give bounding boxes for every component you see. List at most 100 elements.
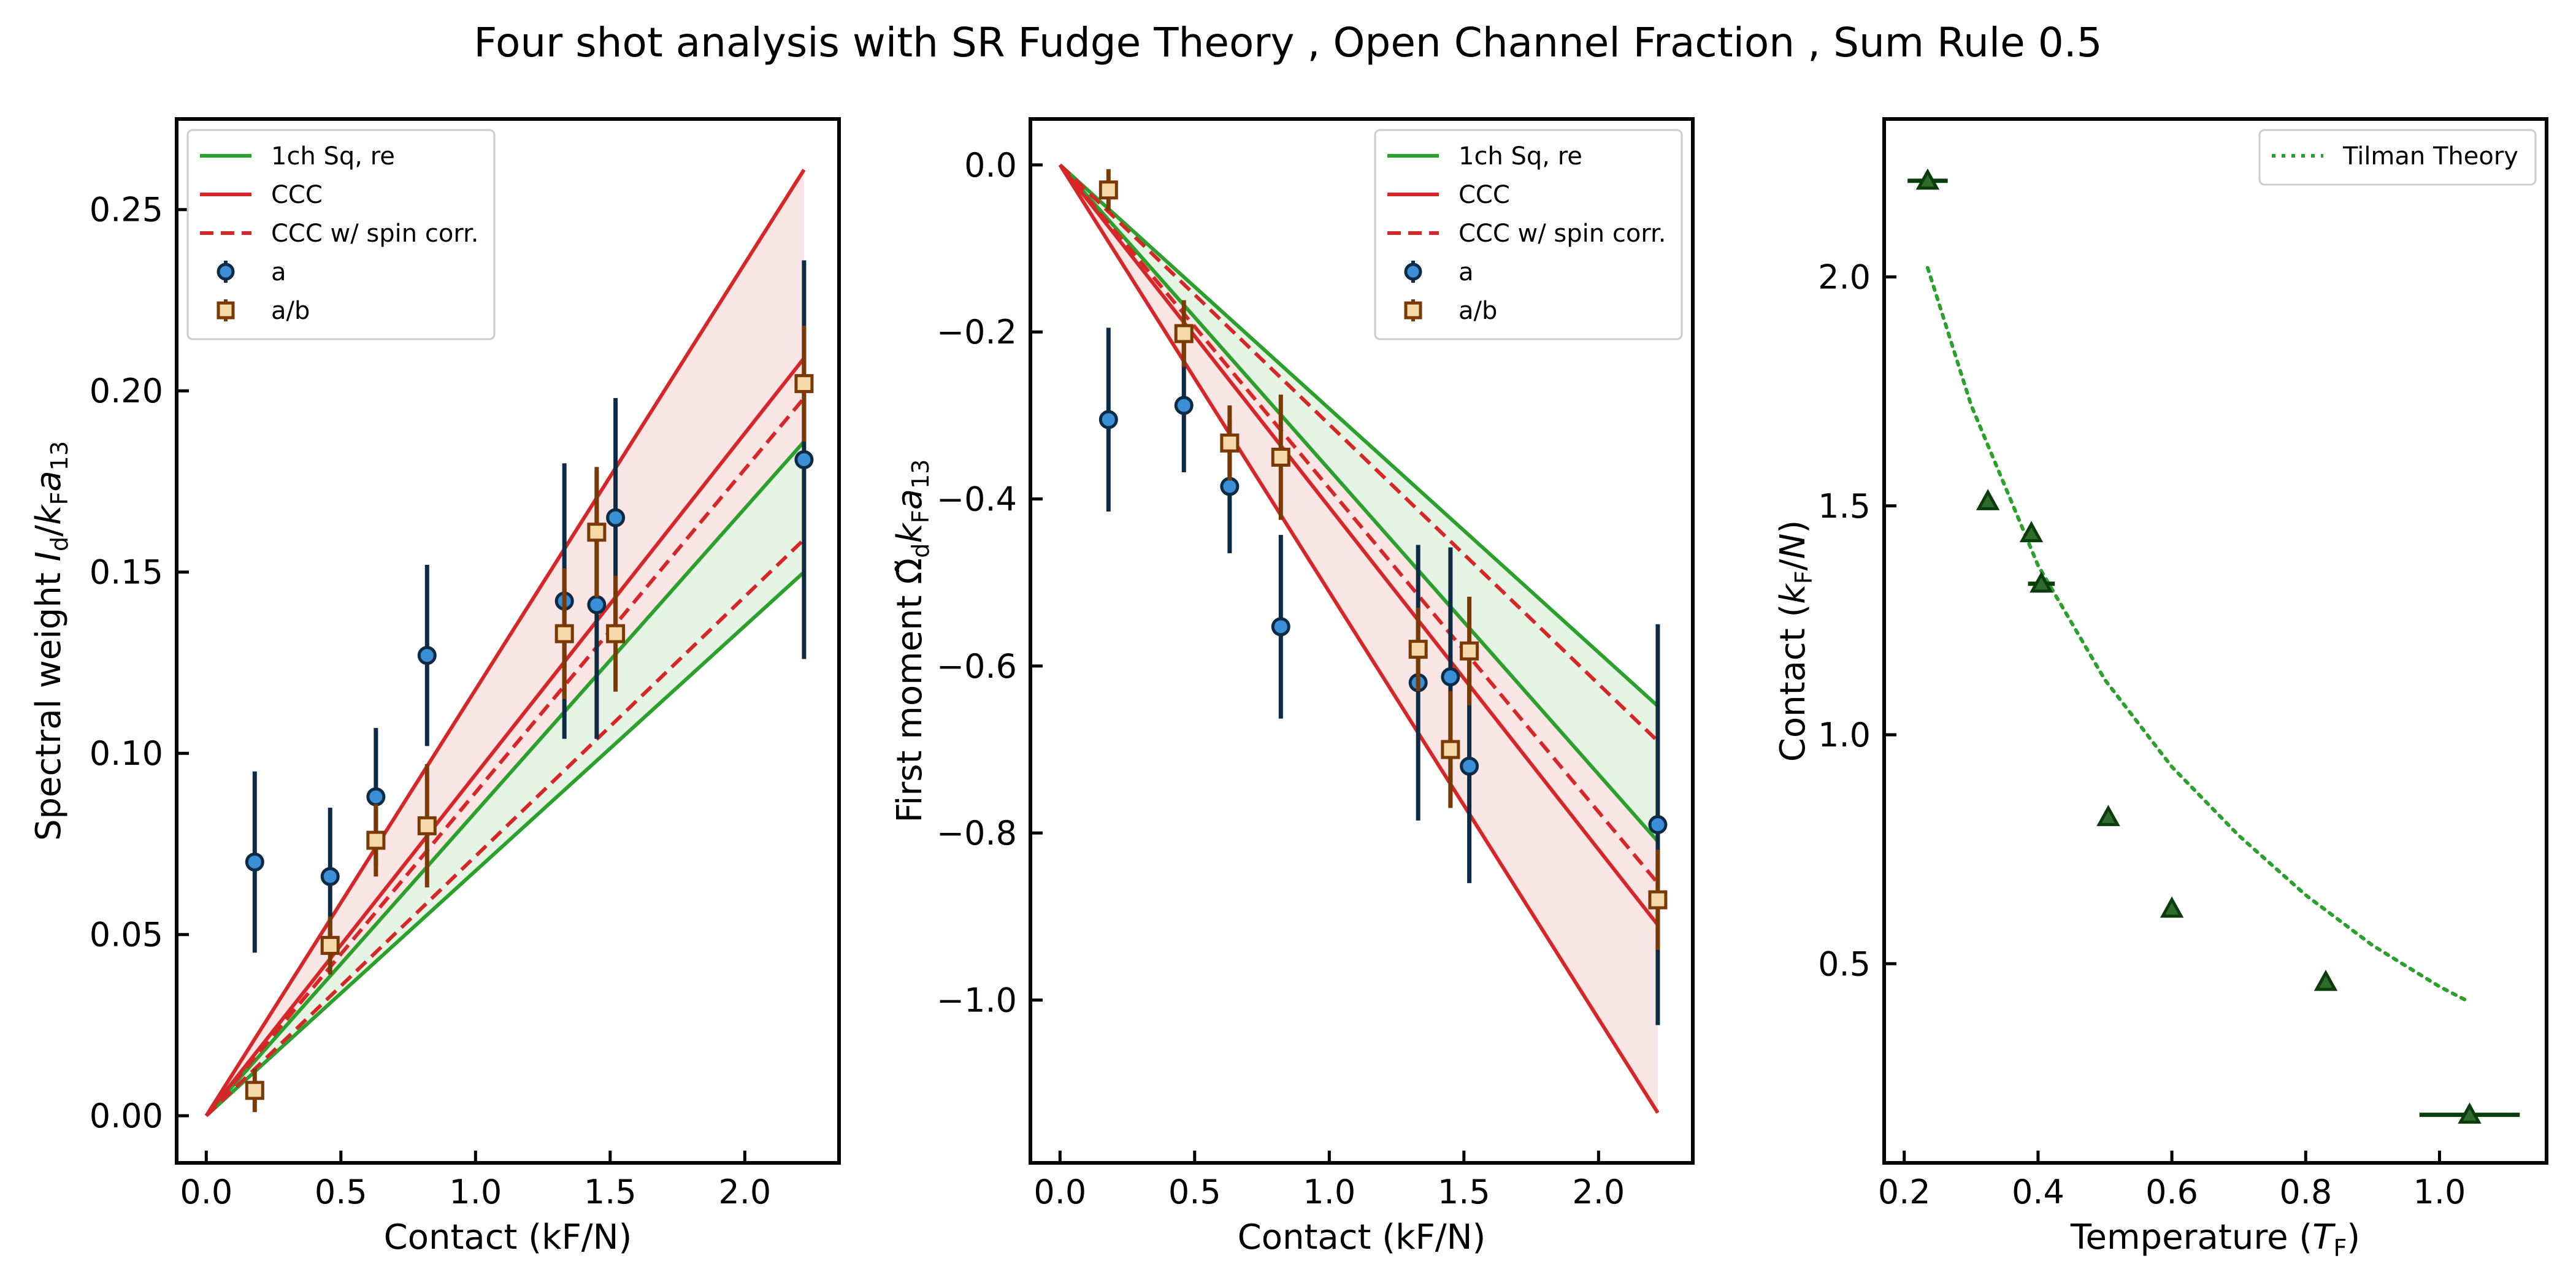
- line-tilman-theory: [1925, 266, 2469, 1002]
- x-tick-label: 0.6: [2145, 1173, 2198, 1211]
- point-temperature: [2160, 896, 2184, 918]
- x-tick-label: 0.0: [1033, 1173, 1086, 1211]
- legend-label: Tilman Theory: [2342, 142, 2518, 171]
- y-axis-label: Contact (kF/N): [1773, 520, 1817, 762]
- x-tick-label: 0.4: [2012, 1173, 2064, 1211]
- plot-area: [204, 169, 814, 1117]
- line-ccc-w-spin-corr-: [204, 397, 806, 1117]
- panel-3: 0.2 0.4 0.6 0.8 1.0 0.5 1.0 1.5 2.0 Temperature (…: [1773, 117, 2548, 1262]
- x-tick-label: 2.0: [1572, 1173, 1625, 1211]
- legend-label: a/b: [271, 297, 310, 325]
- legend-box: [2258, 129, 2537, 186]
- figure-title: Four shot analysis with SR Fudge Theory …: [473, 19, 2102, 66]
- legend: 1ch Sq, re CCC CCC w/ spin corr. a a/b: [186, 129, 496, 340]
- legend-label: CCC: [271, 181, 323, 209]
- point-a: [1220, 477, 1240, 496]
- legend: 1ch Sq, re CCC CCC w/ spin corr. a a/b: [1374, 129, 1683, 340]
- legend-label: a: [271, 258, 286, 286]
- legend-label: 1ch Sq, re: [1459, 142, 1582, 171]
- point-ab: [1271, 447, 1290, 467]
- point-ab: [1174, 324, 1194, 343]
- legend-label: a: [1459, 258, 1474, 286]
- point-a: [1271, 617, 1290, 637]
- y-tick-label: 1.0: [1818, 716, 1871, 754]
- point-ab: [417, 816, 437, 835]
- x-tick-label: 1.0: [2413, 1173, 2466, 1211]
- point-ab: [1460, 641, 1479, 661]
- line-1ch-sq-re: [205, 440, 806, 1117]
- line-1ch-sq-re: [1059, 163, 1660, 843]
- point-a: [587, 595, 607, 615]
- panel-1: 0.0 0.5 1.0 1.5 2.0 0.00 0.05 0.10 0.15 0.20 0.25 C…: [29, 117, 841, 1257]
- point-a: [320, 867, 340, 886]
- legend-label: CCC w/ spin corr.: [1459, 220, 1666, 248]
- point-ab: [366, 830, 386, 850]
- point-ab: [1441, 740, 1460, 759]
- x-tick-label: 0.0: [180, 1173, 232, 1211]
- y-tick-label: −0.2: [937, 313, 1017, 351]
- x-tick-label: 1.0: [449, 1173, 502, 1211]
- legend-marker-swatch: [1404, 301, 1422, 320]
- y-axis-label: Spectral weight Id/kFa13: [29, 441, 73, 841]
- x-axis-label: Contact (kF/N): [1238, 1217, 1486, 1257]
- point-a: [1098, 410, 1118, 429]
- point-a: [1648, 815, 1668, 835]
- plot-area: [1907, 168, 2520, 1124]
- point-a: [1174, 396, 1194, 415]
- y-tick-label: 1.5: [1818, 487, 1871, 526]
- panel-2: 0.0 0.5 1.0 1.5 2.0 0.0 −0.2 −0.4 −0.6 −0.8 −1.0 Co…: [890, 117, 1695, 1257]
- x-axis-label: Temperature (TF): [2070, 1217, 2360, 1262]
- point-a: [417, 646, 437, 665]
- point-temperature: [2096, 805, 2120, 826]
- y-tick-label: 0.05: [90, 916, 163, 954]
- x-axis-label: Contact (kF/N): [384, 1217, 632, 1257]
- point-ab: [1098, 180, 1118, 200]
- point-temperature: [1976, 489, 2000, 510]
- point-ab: [1408, 640, 1428, 659]
- axes-frame: [175, 117, 841, 1165]
- x-tick-label: 1.5: [584, 1173, 637, 1211]
- legend-label: 1ch Sq, re: [271, 142, 395, 171]
- axes-frame: [1029, 117, 1695, 1165]
- line-ccc-w-spin-corr-: [1058, 163, 1660, 884]
- legend: Tilman Theory: [2258, 129, 2537, 186]
- point-a: [606, 508, 626, 527]
- point-temperature: [2030, 571, 2053, 593]
- y-tick-label: 0.0: [964, 146, 1017, 185]
- y-tick-label: −1.0: [937, 981, 1017, 1019]
- legend-box: [1374, 129, 1683, 340]
- point-a: [1460, 756, 1479, 776]
- point-temperature: [2019, 521, 2044, 543]
- point-ab: [587, 523, 607, 542]
- x-tick-label: 0.5: [1168, 1173, 1221, 1211]
- legend-label: CCC: [1459, 181, 1510, 209]
- y-tick-label: −0.4: [937, 480, 1017, 519]
- line-ccc: [1058, 164, 1660, 926]
- point-ab: [606, 624, 626, 643]
- line-1ch-sq-re: [205, 570, 805, 1117]
- line-ccc: [1058, 164, 1660, 1114]
- x-tick-label: 0.5: [315, 1173, 367, 1211]
- legend-marker-swatch: [217, 263, 235, 281]
- point-ab: [554, 624, 574, 643]
- legend-label: CCC w/ spin corr.: [271, 220, 479, 248]
- plot-area: [1058, 163, 1668, 1114]
- x-tick-label: 2.0: [718, 1173, 771, 1211]
- y-tick-label: 0.15: [90, 553, 163, 592]
- y-tick-label: 0.00: [90, 1097, 163, 1135]
- y-tick-label: −0.6: [937, 647, 1017, 686]
- point-temperature: [2458, 1102, 2482, 1124]
- line-ccc-w-spin-corr-: [205, 538, 806, 1117]
- y-axis-label: First moment Ω̃dkFa13: [890, 459, 934, 823]
- point-ab: [1220, 433, 1240, 453]
- point-a: [794, 450, 814, 470]
- line-ccc: [204, 169, 806, 1117]
- legend-marker-swatch: [217, 301, 235, 320]
- point-a: [245, 852, 264, 872]
- x-tick-label: 0.8: [2279, 1173, 2332, 1211]
- point-temperature: [2313, 969, 2338, 991]
- point-temperature: [1915, 168, 1940, 190]
- x-tick-label: 1.5: [1438, 1173, 1490, 1211]
- y-tick-label: 0.20: [90, 372, 163, 410]
